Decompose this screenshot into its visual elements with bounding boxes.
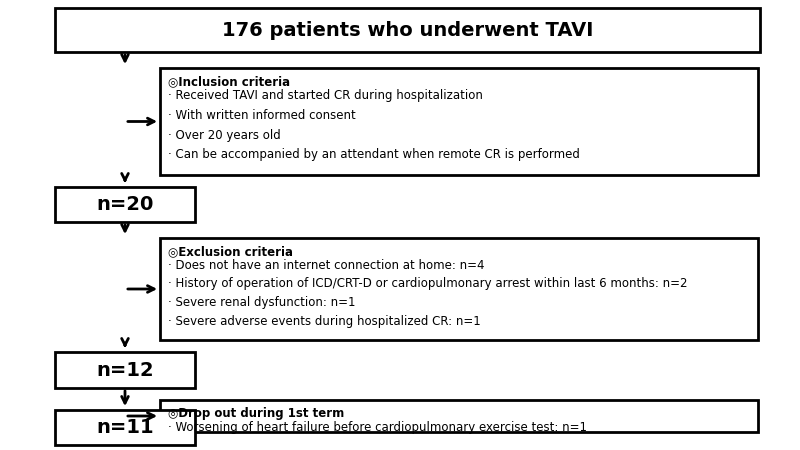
Bar (160, 68, 758, 175)
Text: · Over 20 years old: · Over 20 years old (168, 129, 281, 141)
Bar (160, 238, 758, 340)
Text: n=12: n=12 (96, 360, 154, 379)
Text: · Worsening of heart failure before cardiopulmonary exercise test: n=1: · Worsening of heart failure before card… (168, 421, 587, 434)
Text: · Received TAVI and started CR during hospitalization: · Received TAVI and started CR during ho… (168, 89, 483, 102)
Text: 176 patients who underwent TAVI: 176 patients who underwent TAVI (222, 21, 593, 40)
Bar (55, 410, 195, 445)
Text: ◎Drop out during 1st term: ◎Drop out during 1st term (168, 407, 344, 420)
Text: · Can be accompanied by an attendant when remote CR is performed: · Can be accompanied by an attendant whe… (168, 148, 580, 161)
Bar (55, 352, 195, 388)
Text: · Severe adverse events during hospitalized CR: n=1: · Severe adverse events during hospitali… (168, 315, 481, 328)
Text: · History of operation of ICD/CRT-D or cardiopulmonary arrest within last 6 mont: · History of operation of ICD/CRT-D or c… (168, 278, 687, 291)
Bar (55, 187, 195, 222)
Text: ◎Exclusion criteria: ◎Exclusion criteria (168, 245, 293, 258)
Text: n=11: n=11 (96, 418, 154, 437)
Bar (55, 8, 760, 52)
Text: n=20: n=20 (96, 195, 154, 214)
Text: · With written informed consent: · With written informed consent (168, 109, 356, 122)
Bar (160, 400, 758, 432)
Text: · Severe renal dysfunction: n=1: · Severe renal dysfunction: n=1 (168, 296, 355, 309)
Text: · Does not have an internet connection at home: n=4: · Does not have an internet connection a… (168, 259, 485, 272)
Text: ◎Inclusion criteria: ◎Inclusion criteria (168, 75, 290, 88)
